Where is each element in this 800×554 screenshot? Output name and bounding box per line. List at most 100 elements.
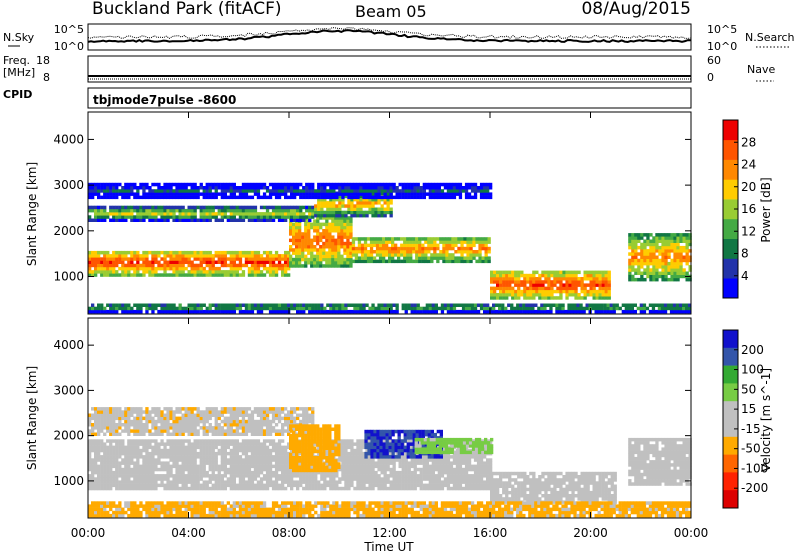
- echo-cell: [94, 215, 98, 219]
- echo-cell: [211, 212, 215, 216]
- echo-cell: [133, 266, 137, 271]
- echo-cell: [256, 442, 261, 446]
- echo-cell: [299, 474, 303, 478]
- echo-cell: [139, 212, 143, 216]
- echo-cell: [350, 445, 354, 450]
- echo-cell: [685, 261, 689, 266]
- echo-cell: [322, 257, 326, 262]
- echo-cell: [184, 451, 188, 456]
- echo-cell: [244, 439, 249, 443]
- echo-cell: [670, 245, 674, 250]
- echo-cell: [187, 205, 191, 210]
- echo-cell: [112, 306, 116, 311]
- echo-cell: [371, 474, 375, 478]
- echo-cell: [91, 303, 95, 307]
- echo-cell: [253, 451, 258, 456]
- echo-cell: [281, 486, 285, 491]
- echo-cell: [416, 474, 420, 478]
- echo-cell: [478, 237, 482, 241]
- echo-cell: [543, 309, 547, 314]
- echo-cell: [281, 470, 285, 475]
- echo-cell: [682, 236, 686, 240]
- echo-cell: [130, 250, 134, 255]
- echo-cell: [421, 253, 425, 257]
- freq-tick-top: 18: [36, 54, 50, 67]
- echo-cell: [378, 250, 383, 254]
- echo-cell: [88, 439, 92, 443]
- echo-cell: [320, 477, 324, 481]
- echo-cell: [296, 306, 300, 311]
- echo-cell: [628, 258, 632, 263]
- echo-cell: [490, 280, 494, 284]
- echo-cell: [268, 306, 273, 311]
- echo-cell: [568, 286, 572, 291]
- echo-cell: [235, 464, 239, 469]
- echo-cell: [452, 182, 457, 187]
- echo-cell: [329, 303, 333, 307]
- echo-cell: [366, 256, 371, 260]
- echo-cell: [290, 474, 294, 478]
- echo-cell: [316, 241, 320, 246]
- echo-cell: [362, 480, 366, 484]
- echo-cell: [220, 480, 224, 484]
- echo-cell: [175, 192, 179, 196]
- echo-cell: [676, 277, 680, 282]
- echo-cell: [389, 186, 393, 190]
- echo-cell: [304, 257, 308, 262]
- echo-cell: [341, 464, 345, 469]
- echo-cell: [455, 192, 460, 196]
- echo-cell: [196, 270, 200, 274]
- echo-cell: [667, 265, 671, 269]
- echo-cell: [160, 451, 164, 456]
- echo-cell: [142, 215, 146, 219]
- echo-cell: [359, 213, 363, 218]
- echo-cell: [391, 250, 395, 254]
- echo-cell: [410, 483, 414, 488]
- echo-cell: [296, 486, 300, 491]
- echo-cell: [369, 253, 374, 257]
- echo-cell: [600, 306, 604, 311]
- echo-cell: [163, 270, 167, 274]
- echo-cell: [353, 182, 357, 187]
- echo-cell: [118, 455, 122, 459]
- echo-cell: [238, 445, 243, 450]
- echo-cell: [475, 253, 479, 257]
- echo-cell: [229, 486, 233, 491]
- echo-cell: [220, 448, 224, 453]
- echo-cell: [91, 192, 95, 196]
- echo-cell: [166, 306, 170, 311]
- echo-cell: [484, 246, 488, 251]
- echo-cell: [241, 474, 246, 478]
- echo-cell: [94, 192, 98, 196]
- echo-cell: [118, 260, 122, 264]
- echo-cell: [142, 442, 146, 446]
- echo-cell: [310, 254, 314, 259]
- echo-cell: [274, 270, 279, 274]
- echo-cell: [595, 283, 599, 287]
- echo-cell: [271, 309, 276, 314]
- echo-cell: [130, 445, 134, 450]
- echo-cell: [265, 260, 270, 264]
- echo-cell: [634, 277, 638, 282]
- echo-cell: [317, 204, 321, 208]
- echo-cell: [241, 477, 246, 481]
- echo-cell: [322, 229, 326, 233]
- echo-cell: [91, 182, 95, 187]
- echo-cell: [403, 259, 407, 264]
- echo-cell: [187, 215, 191, 219]
- echo-cell: [365, 303, 369, 307]
- echo-cell: [406, 237, 410, 241]
- echo-cell: [208, 451, 212, 456]
- echo-cell: [100, 263, 104, 268]
- echo-cell: [187, 486, 191, 491]
- echo-cell: [652, 255, 656, 259]
- echo-cell: [473, 309, 478, 314]
- echo-cell: [290, 208, 294, 213]
- echo-cell: [259, 458, 264, 462]
- echo-cell: [643, 252, 647, 256]
- echo-cell: [289, 229, 293, 233]
- echo-cell: [268, 218, 273, 222]
- echo-cell: [281, 212, 285, 216]
- echo-cell: [609, 309, 613, 314]
- echo-cell: [549, 303, 553, 307]
